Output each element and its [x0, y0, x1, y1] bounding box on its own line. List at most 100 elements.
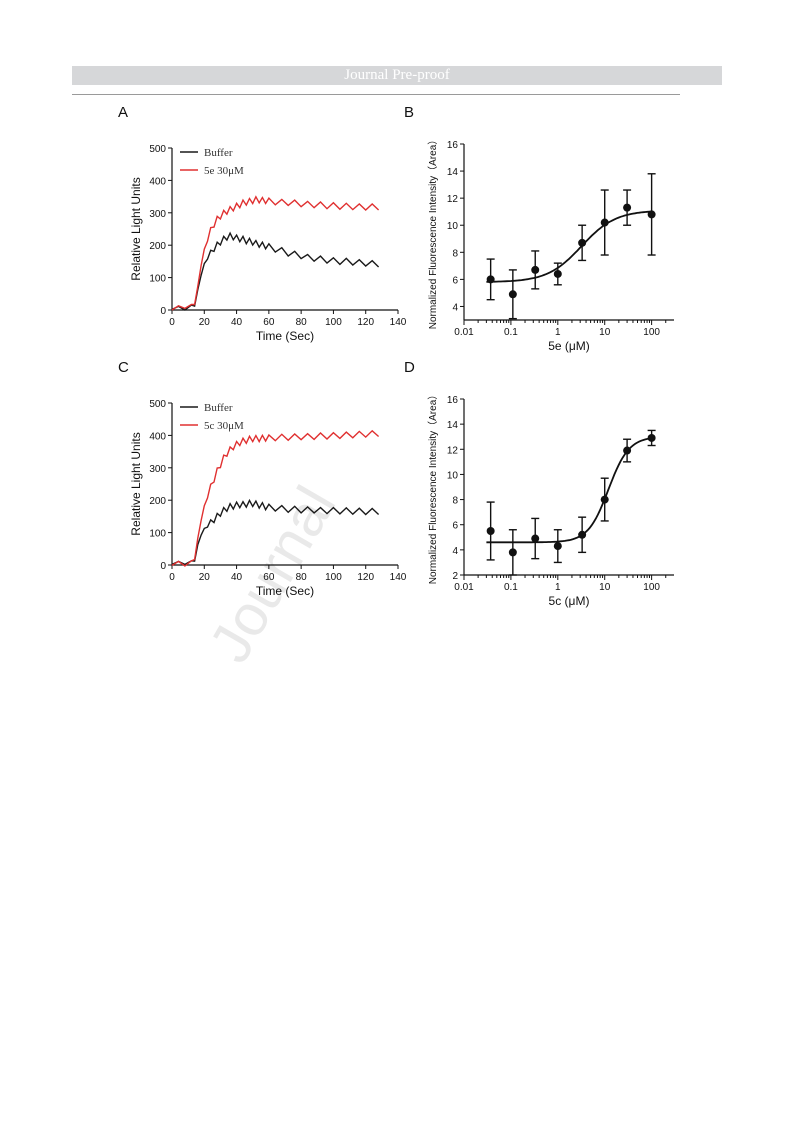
y-tick-label: 100 — [149, 274, 166, 285]
y-tick-label: 8 — [452, 248, 458, 259]
legend-label-0: Buffer — [204, 402, 233, 414]
y-tick-label: 500 — [149, 399, 166, 410]
y-tick-label: 12 — [447, 194, 459, 205]
x-tick-label: 0.1 — [504, 582, 518, 593]
data-point-4 — [578, 530, 587, 539]
series-line-0 — [171, 231, 380, 311]
data-point-2 — [531, 265, 540, 274]
fit-curve — [486, 210, 652, 283]
y-axis-label: Relative Light Units — [129, 432, 143, 535]
panel-label-c: C — [118, 359, 129, 376]
data-point-0 — [486, 275, 495, 284]
y-axis-label: Normalized Fluorescence Intensity（Area） — [427, 390, 439, 585]
x-tick-label: 60 — [263, 317, 275, 328]
y-tick-label: 4 — [452, 546, 458, 557]
x-axis-label: Time (Sec) — [256, 329, 314, 343]
x-tick-label: 80 — [296, 572, 308, 583]
data-point-0 — [486, 527, 495, 535]
x-tick-label: 60 — [263, 572, 275, 583]
y-tick-label: 12 — [447, 445, 459, 456]
x-tick-label: 0 — [169, 572, 175, 583]
dose-response-chart-b: 4 6 8 10 12 14 16 0.01 0.1 1 10 100 5e (μM) Normalize… — [427, 135, 674, 353]
x-tick-label: 1 — [555, 327, 561, 338]
series-line-1 — [171, 195, 380, 311]
legend-label-0: Buffer — [204, 147, 233, 159]
y-tick-label: 6 — [452, 521, 458, 532]
x-axis-label: Time (Sec) — [256, 584, 314, 598]
x-tick-label: 120 — [357, 572, 374, 583]
y-tick-label: 10 — [447, 221, 459, 232]
data-point-1 — [508, 290, 517, 299]
x-tick-label: 10 — [599, 327, 611, 338]
y-tick-label: 16 — [447, 140, 459, 151]
y-tick-label: 500 — [149, 144, 166, 155]
x-tick-label: 100 — [643, 327, 660, 338]
y-tick-label: 300 — [149, 209, 166, 220]
fit-curve — [486, 437, 652, 544]
data-point-7 — [647, 433, 656, 442]
data-point-3 — [553, 269, 562, 278]
series-line-1 — [171, 429, 380, 567]
chart-panel-b: 4 6 8 10 12 14 16 0.01 0.1 1 10 100 5e (μM) Normalize… — [412, 130, 752, 380]
data-point-6 — [623, 446, 632, 455]
x-tick-label: 100 — [325, 317, 342, 328]
y-tick-label: 4 — [452, 302, 458, 313]
x-tick-label: 1 — [555, 582, 561, 593]
y-tick-label: 200 — [149, 241, 166, 252]
x-axis-label: 5c (μM) — [549, 594, 590, 608]
dose-response-chart-d: 2 4 6 8 10 12 14 16 0.01 0.1 1 10 100 5c (μM) Normaliz… — [427, 390, 674, 608]
data-point-1 — [508, 548, 517, 557]
panel-label-d: D — [404, 359, 415, 376]
journal-header-bar: Journal Pre-proof — [72, 66, 722, 85]
chart-panel-c: 0 100 200 300 400 500 0 20 40 60 80 100 120 140 Time (… — [122, 385, 462, 635]
x-tick-label: 80 — [296, 317, 308, 328]
x-tick-label: 140 — [390, 572, 407, 583]
y-tick-label: 0 — [160, 561, 166, 572]
data-point-2 — [531, 534, 540, 543]
y-tick-label: 14 — [447, 420, 459, 431]
y-tick-label: 300 — [149, 464, 166, 475]
x-tick-label: 0.1 — [504, 327, 518, 338]
data-point-3 — [553, 542, 562, 551]
y-tick-label: 100 — [149, 529, 166, 540]
panel-label-b: B — [404, 104, 415, 121]
y-tick-label: 200 — [149, 496, 166, 507]
x-tick-label: 120 — [357, 317, 374, 328]
x-tick-label: 100 — [643, 582, 660, 593]
legend-label-1: 5e 30μM — [204, 165, 244, 177]
y-tick-label: 400 — [149, 176, 166, 187]
x-tick-label: 10 — [599, 582, 611, 593]
x-tick-label: 0.01 — [454, 582, 474, 593]
time-course-chart-a: 0 100 200 300 400 500 0 20 40 60 80 100 120 140 Time (… — [129, 144, 407, 343]
x-tick-label: 20 — [199, 317, 211, 328]
x-tick-label: 140 — [390, 317, 407, 328]
legend-label-1: 5c 30μM — [204, 420, 244, 432]
y-tick-label: 0 — [160, 306, 166, 317]
y-tick-label: 400 — [149, 431, 166, 442]
x-tick-label: 100 — [325, 572, 342, 583]
x-tick-label: 20 — [199, 572, 211, 583]
y-tick-label: 8 — [452, 496, 458, 507]
chart-panel-a: 0 100 200 300 400 500 0 20 40 60 80 100 120 140 Time (… — [122, 130, 462, 380]
data-point-7 — [647, 210, 656, 219]
x-tick-label: 0 — [169, 317, 175, 328]
chart-panel-d: 2 4 6 8 10 12 14 16 0.01 0.1 1 10 100 5c (μM) Normaliz… — [412, 385, 752, 635]
x-tick-label: 0.01 — [454, 327, 474, 338]
panel-label-a: A — [118, 104, 129, 121]
y-axis-label: Normalized Fluorescence Intensity（Area） — [427, 135, 439, 330]
data-point-5 — [600, 495, 609, 504]
header-divider — [72, 94, 680, 95]
y-tick-label: 14 — [447, 167, 459, 178]
y-tick-label: 16 — [447, 395, 459, 406]
data-point-5 — [600, 218, 609, 227]
y-tick-label: 2 — [452, 571, 458, 582]
y-tick-label: 6 — [452, 275, 458, 286]
journal-header-title: Journal Pre-proof — [344, 67, 450, 83]
x-tick-label: 40 — [231, 317, 243, 328]
y-axis-label: Relative Light Units — [129, 177, 143, 280]
time-course-chart-c: 0 100 200 300 400 500 0 20 40 60 80 100 120 140 Time (… — [129, 399, 407, 598]
x-tick-label: 40 — [231, 572, 243, 583]
series-line-0 — [171, 498, 380, 566]
x-axis-label: 5e (μM) — [548, 339, 590, 353]
data-point-6 — [623, 203, 632, 212]
